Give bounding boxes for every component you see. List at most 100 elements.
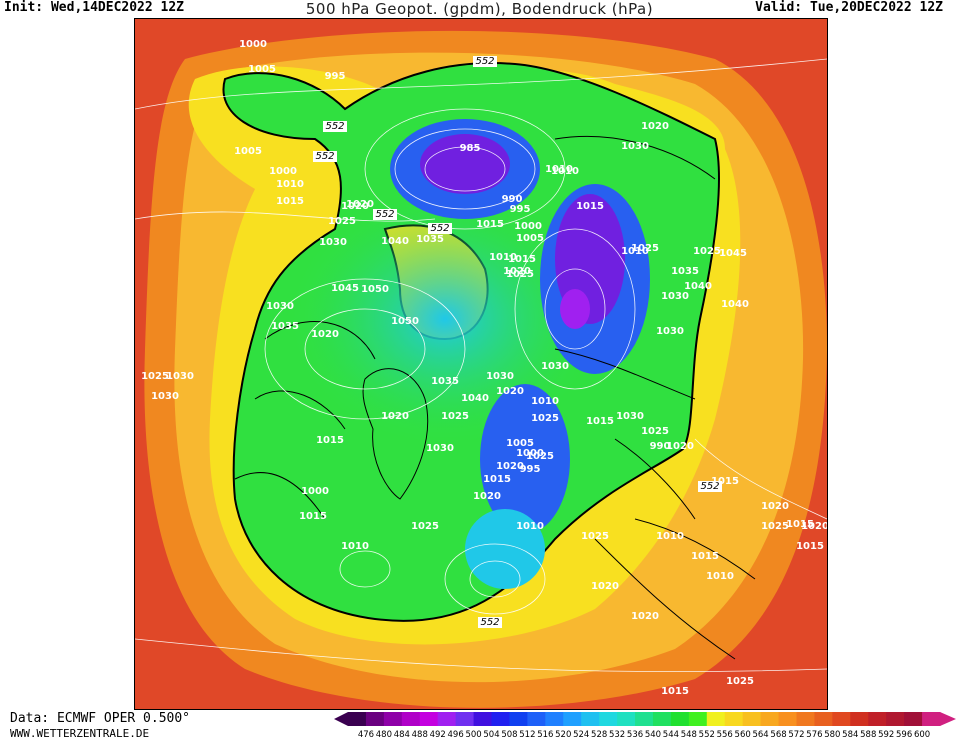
pressure-label: 1040	[721, 299, 749, 310]
pressure-label: 1035	[271, 321, 299, 332]
pressure-label: 1015	[299, 511, 327, 522]
pressure-label: 1010	[341, 541, 369, 552]
pressure-label: 995	[325, 71, 346, 82]
pressure-label: 1005	[506, 438, 534, 449]
pressure-label: 1010	[656, 531, 684, 542]
pressure-label: 1030	[616, 411, 644, 422]
legend-tick-label: 552	[699, 730, 715, 740]
contour-552-label: 552	[430, 223, 449, 234]
pressure-label: 1020	[801, 521, 827, 532]
pressure-label: 1030	[661, 291, 689, 302]
legend-tick-label: 548	[681, 730, 697, 740]
pressure-label: 1025	[526, 451, 554, 462]
pressure-label: 1025	[641, 426, 669, 437]
legend-swatch	[617, 712, 636, 726]
pressure-label: 1040	[461, 393, 489, 404]
legend-swatch	[473, 712, 493, 726]
pressure-label: 1015	[661, 686, 689, 697]
contour-552-label: 552	[700, 481, 719, 492]
pressure-label: 1015	[586, 416, 614, 427]
pressure-label: 1030	[266, 301, 294, 312]
weather-map: 552 552 552 552 552 552 552 1000 1005 995 1005 100…	[134, 18, 828, 710]
legend-tick-label: 544	[663, 730, 679, 740]
contour-label-bg	[473, 56, 497, 67]
contour-label-bg	[428, 223, 452, 234]
legend-tick-label: 528	[591, 730, 607, 740]
pressure-label: 1025	[411, 521, 439, 532]
pressure-label: 1035	[431, 376, 459, 387]
pressure-label: 1000	[516, 448, 544, 459]
pressure-label: 1010	[531, 396, 559, 407]
legend-tick-label: 564	[752, 730, 768, 740]
pressure-label: 1040	[684, 281, 712, 292]
legend-tick-label: 520	[555, 730, 571, 740]
pressure-label: 1020	[641, 121, 669, 132]
legend-swatch	[922, 712, 941, 726]
legend-swatch	[545, 712, 564, 726]
legend-tick-label: 484	[394, 730, 410, 740]
contour-label-bg	[698, 481, 722, 492]
map-title: 500 hPa Geopot. (gpdm), Bodendruck (hPa)	[305, 0, 654, 18]
pressure-label: 1010	[516, 521, 544, 532]
legend-swatch	[814, 712, 833, 726]
pressure-label: 1000	[269, 166, 297, 177]
legend-swatch	[365, 712, 385, 726]
legend-swatch	[796, 712, 815, 726]
pressure-label: 1005	[234, 146, 262, 157]
coastlines	[234, 135, 756, 660]
legend-swatch	[778, 712, 797, 726]
pressure-label: 1015	[786, 519, 814, 530]
pressure-label: 1050	[391, 316, 419, 327]
contour-label-bg	[373, 209, 397, 220]
pressure-label: 1030	[426, 443, 454, 454]
pressure-label: 1020	[311, 329, 339, 340]
pressure-label: 1010	[276, 179, 304, 190]
legend-swatch	[383, 712, 403, 726]
data-source: Data: ECMWF OPER 0.500°	[10, 711, 191, 726]
pressure-label: 990	[502, 194, 523, 205]
pressure-label: 1000	[301, 486, 329, 497]
legend-swatch	[670, 712, 690, 726]
pressure-label: 1015	[316, 435, 344, 446]
pressure-label: 1025	[761, 521, 789, 532]
pressure-label: 1030	[319, 237, 347, 248]
legend-swatch	[850, 712, 869, 726]
pressure-label: 1030	[541, 361, 569, 372]
legend-tick-label: 596	[896, 730, 912, 740]
pressure-label: 1040	[381, 236, 409, 247]
legend-tick-label: 492	[430, 730, 446, 740]
legend-swatch	[868, 712, 887, 726]
pressure-label: 1020	[631, 611, 659, 622]
pressure-label: 1030	[166, 371, 194, 382]
legend-tick-label: 580	[824, 730, 840, 740]
legend-swatch	[491, 712, 510, 726]
pressure-label: 1015	[691, 551, 719, 562]
legend-tick-label: 584	[842, 730, 858, 740]
pressure-label: 1005	[248, 64, 276, 75]
pressure-label: 1050	[361, 284, 389, 295]
legend-tick-label: 516	[537, 730, 553, 740]
pressure-label: 1025	[726, 676, 754, 687]
contour-552-label: 552	[375, 209, 394, 220]
legend-swatch	[724, 712, 744, 726]
pressure-label: 1025	[693, 246, 721, 257]
site-url: WWW.WETTERZENTRALE.DE	[10, 727, 150, 740]
pressure-label: 1015	[483, 474, 511, 485]
pressure-label: 1015	[576, 201, 604, 212]
pressure-label: 990	[650, 441, 671, 452]
legend-swatch	[904, 712, 923, 726]
legend-swatch	[886, 712, 905, 726]
legend-swatch	[742, 712, 762, 726]
pressure-label: 1015	[476, 219, 504, 230]
legend-tick-label: 480	[376, 730, 392, 740]
pressure-label: 1045	[719, 248, 747, 259]
legend-tick-label: 504	[483, 730, 499, 740]
contour-label-bg	[313, 151, 337, 162]
legend-swatch	[509, 712, 528, 726]
pressure-label: 1010	[621, 246, 649, 257]
legend-swatch	[401, 712, 421, 726]
contour-552-label: 552	[475, 56, 494, 67]
legend-arrow-left	[334, 712, 348, 726]
legend-swatch	[455, 712, 475, 726]
legend-tick-label: 524	[573, 730, 589, 740]
